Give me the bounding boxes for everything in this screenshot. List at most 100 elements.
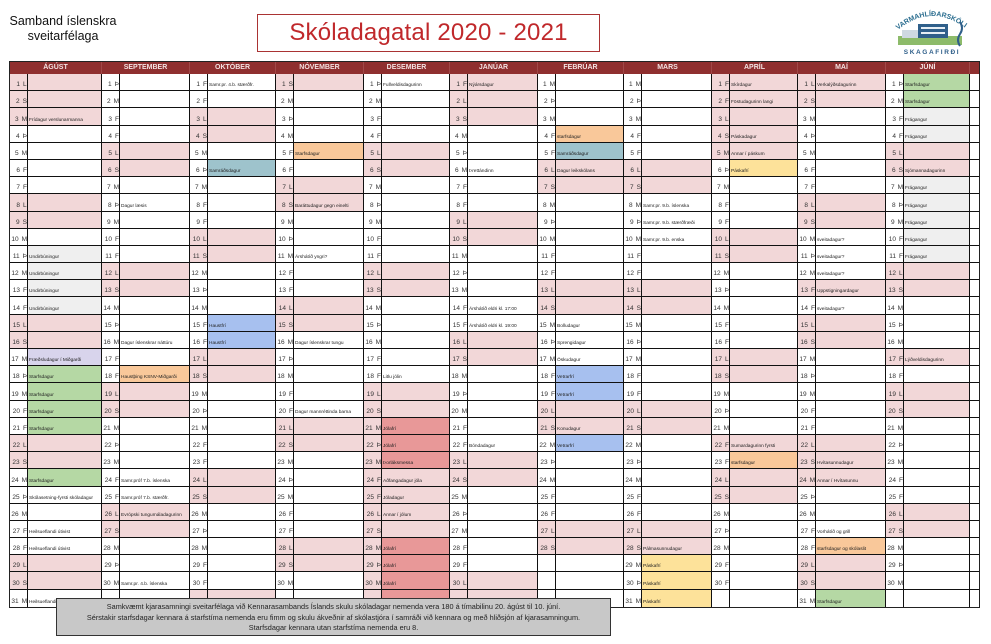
weekday-letter: L (203, 235, 207, 243)
weekday-letter: Þ (898, 201, 903, 209)
day-number: 2 (196, 98, 200, 106)
event-cell (556, 538, 624, 555)
day-number: 9 (368, 218, 373, 226)
weekday-letter: L (551, 167, 555, 175)
day-cell: 12 M (10, 263, 28, 280)
weekday-letter: F (115, 356, 119, 364)
weekday-letter: M (897, 339, 903, 346)
weekday-letter: M (287, 98, 293, 106)
event-cell (382, 211, 450, 228)
event-cell (642, 245, 712, 263)
day-cell: 24 M (10, 469, 28, 486)
day-number: 2 (456, 98, 460, 106)
day-cell: 12 Þ (450, 263, 468, 280)
day-number: 5 (630, 149, 634, 157)
day-number: 31 (625, 597, 633, 605)
event-cell (556, 177, 624, 194)
weekday-letter: Þ (898, 321, 903, 329)
event-cell: Vetrarfrí (556, 434, 624, 452)
weekday-letter: M (549, 115, 555, 123)
event-cell (120, 108, 190, 125)
day-number: 22 (12, 442, 20, 450)
event-cell: Samráðsdagur (556, 142, 624, 159)
day-cell: 19 M (10, 383, 28, 400)
day-number: 14 (103, 304, 111, 312)
event-cell: Pálmasunnudagur (642, 538, 712, 555)
weekday-letter: S (550, 545, 555, 553)
weekday-letter: M (635, 115, 641, 123)
event-cell (208, 108, 276, 125)
event-cell (120, 280, 190, 297)
event-cell (120, 452, 190, 469)
weekday-letter: F (463, 562, 467, 570)
day-number: 27 (366, 528, 374, 536)
day-cell: 10 L (190, 228, 208, 245)
day-cell: 30 Þ (624, 572, 642, 589)
day-number: 13 (888, 287, 896, 295)
event-cell: Starfsdagur (904, 74, 970, 91)
day-cell: 19 F (276, 383, 294, 400)
table-row: 16 S 16 M Dagur íslenskrar náttúru 16 F Haustfr… (10, 331, 979, 349)
weekday-letter: F (725, 98, 729, 106)
day-number: 26 (278, 510, 286, 518)
day-number: 10 (888, 235, 896, 243)
weekday-letter: M (21, 597, 27, 605)
event-cell (904, 280, 970, 297)
day-cell: 20 S (102, 400, 120, 417)
weekday-letter: M (21, 270, 27, 278)
day-cell: 22 L (10, 434, 28, 452)
weekday-letter: S (462, 115, 467, 123)
table-row: 29 L 29 Þ 29 F 29 S 29 Þ Jólafrí 29 F 29 M Páskafrí 29 F 2… (10, 555, 979, 573)
weekday-letter: M (723, 545, 729, 553)
day-number: 1 (628, 81, 633, 89)
weekday-letter: F (811, 184, 815, 192)
day-number: 12 (191, 270, 199, 278)
day-number: 14 (540, 304, 548, 312)
weekday-letter: M (549, 442, 555, 450)
weekday-letter: F (551, 390, 555, 398)
day-number: 8 (108, 201, 112, 209)
weekday-letter: F (551, 270, 555, 278)
day-cell: 31 M (624, 589, 642, 607)
day-number: 20 (192, 407, 200, 415)
weekday-letter: S (810, 579, 815, 587)
weekday-letter: M (635, 562, 641, 570)
weekday-letter: Þ (636, 459, 641, 467)
weekday-letter: M (897, 579, 903, 587)
event-cell (730, 194, 798, 211)
weekday-letter: L (115, 390, 119, 398)
month-header-6: FEBRÚAR (538, 62, 624, 74)
weekday-letter: M (287, 459, 293, 467)
weekday-letter: S (636, 545, 641, 553)
table-row: 18 Þ Starfsdagur 18 F Haustþing KSNV-Miðgarði… (10, 366, 979, 384)
day-number: 6 (804, 167, 808, 175)
day-number: 19 (713, 390, 721, 398)
weekday-letter: S (376, 167, 381, 175)
table-row: 8 L 8 Þ Dagur læsis 8 F 8 S Baráttudagur gegn ein… (10, 194, 979, 212)
weekday-letter: S (376, 528, 381, 536)
day-number: 26 (366, 510, 374, 518)
day-cell: 29 Þ (886, 555, 904, 572)
weekday-letter: L (289, 545, 293, 553)
day-cell: 19 M (190, 383, 208, 400)
event-cell: Þorláksmessa (382, 452, 450, 469)
day-number: 7 (282, 184, 286, 192)
event-cell: Bóndadagur (468, 434, 538, 452)
event-cell (208, 228, 276, 245)
event-cell: Starfsdagur (294, 142, 364, 159)
weekday-letter: M (21, 476, 27, 484)
day-cell: 10 Þ (276, 228, 294, 245)
organization-line-1: Samband íslenskra (9, 14, 117, 28)
event-cell (208, 417, 276, 434)
weekday-letter: Þ (202, 167, 207, 175)
day-cell: 19 F (538, 383, 556, 400)
weekday-letter: S (288, 442, 293, 450)
